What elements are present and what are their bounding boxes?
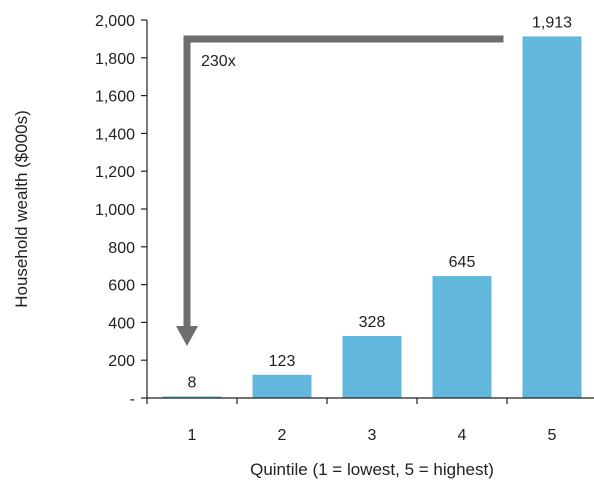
bars [162, 36, 582, 399]
x-axis-ticks: 1 2 3 4 5 [146, 398, 557, 444]
bar [162, 396, 222, 398]
x-tick-label: 5 [548, 427, 557, 444]
data-labels: 8 123 328 645 1,913 [188, 14, 573, 391]
x-tick-label: 1 [188, 427, 197, 444]
y-tick-label: 800 [108, 240, 135, 257]
ratio-arrowhead [176, 325, 198, 346]
data-label: 123 [269, 353, 296, 370]
y-tick-label: 1,000 [95, 202, 135, 219]
bar [342, 336, 402, 398]
y-tick-label: 1,400 [95, 126, 135, 143]
bar [522, 36, 582, 399]
y-tick-label: 2,000 [95, 13, 135, 30]
x-axis-title: Quintile (1 = lowest, 5 = highest) [250, 460, 494, 479]
ratio-arrow [183, 35, 504, 330]
y-tick-label: 1,600 [95, 89, 135, 106]
data-label: 328 [359, 314, 386, 331]
y-tick-label: 600 [108, 278, 135, 295]
y-tick-label: 1,800 [95, 51, 135, 68]
x-tick-label: 3 [368, 427, 377, 444]
y-tick-label: 200 [108, 353, 135, 370]
data-label: 645 [449, 254, 476, 271]
bar [252, 374, 312, 398]
y-tick-label: - [130, 391, 135, 408]
y-axis-ticks: - 200 400 600 800 1,000 1,200 1,400 1,600 1,800 2,… [95, 13, 147, 408]
bar [432, 276, 492, 398]
y-tick-label: 400 [108, 315, 135, 332]
x-tick-label: 2 [278, 427, 287, 444]
ratio-annotation: 230x [176, 35, 504, 346]
data-label: 1,913 [532, 14, 572, 31]
y-tick-label: 1,200 [95, 164, 135, 181]
ratio-annotation-label: 230x [201, 53, 236, 70]
data-label: 8 [188, 374, 197, 391]
y-axis-title: Household wealth ($000s) [12, 110, 31, 308]
x-tick-label: 4 [458, 427, 467, 444]
